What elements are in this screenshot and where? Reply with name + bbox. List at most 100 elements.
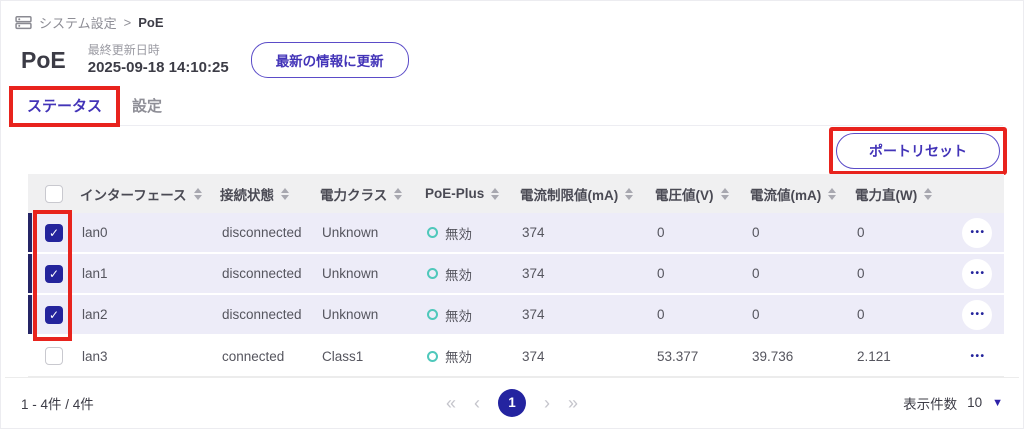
annotation-box-status-tab: ステータス (9, 86, 121, 128)
row-checkbox[interactable]: ✓ (45, 264, 63, 283)
cell-voltage: 0 (657, 225, 665, 241)
cell-poe-plus: 無効 (445, 267, 472, 283)
breadcrumb-item-poe: PoE (138, 15, 164, 30)
column-header-interface[interactable]: インターフェース (80, 187, 187, 203)
status-disabled-icon (427, 268, 438, 280)
cell-poe-plus: 無効 (445, 350, 472, 366)
status-disabled-icon (427, 350, 438, 362)
port-reset-button[interactable]: ポートリセット (836, 133, 1000, 170)
table-row: ✓ lan1 disconnected Unknown 無効 374 0 0 0… (28, 254, 1004, 296)
cell-current: 39.736 (752, 348, 794, 364)
annotation-box-port-reset: ポートリセット (829, 127, 1007, 176)
row-actions-icon[interactable]: ••• (962, 299, 992, 330)
row-checkbox[interactable]: ✓ (45, 223, 63, 242)
cell-current-limit: 374 (522, 266, 545, 282)
cell-power-class: Unknown (322, 266, 379, 282)
cell-connection: connected (222, 348, 285, 364)
last-updated-value: 2025-09-18 14:10:25 (87, 59, 229, 77)
table-header-row: インターフェース 接続状態 電力クラス PoE-Plus 電流制限値(mA) 電… (28, 174, 1004, 214)
row-actions-icon[interactable]: ••• (962, 217, 992, 248)
table-row: lan3 connected Class1 無効 374 53.377 39.7… (28, 336, 1004, 378)
cell-power-class: Class1 (322, 348, 364, 364)
column-header-power-class[interactable]: 電力クラス (320, 187, 388, 203)
status-disabled-icon (427, 227, 438, 239)
cell-interface: lan2 (82, 307, 108, 323)
row-actions-icon[interactable]: ••• (962, 258, 992, 289)
table-footer: 1 - 4件 / 4件 « ‹ 1 › » 表示件数 10 ▼ (5, 377, 1019, 427)
column-header-current-limit[interactable]: 電流制限値(mA) (520, 187, 619, 203)
cell-interface: lan1 (82, 266, 108, 282)
poe-table: インターフェース 接続状態 電力クラス PoE-Plus 電流制限値(mA) 電… (20, 174, 1004, 378)
per-page-label: 表示件数 (903, 396, 958, 412)
row-selected-indicator (28, 295, 32, 335)
system-settings-icon (15, 14, 32, 31)
result-count: 1 - 4件 / 4件 (21, 396, 94, 412)
cell-poe-plus: 無効 (445, 226, 472, 242)
page-title: PoE (21, 46, 66, 73)
breadcrumb-separator: > (123, 15, 132, 30)
row-selected-indicator (28, 213, 32, 253)
pagination-last-icon[interactable]: » (568, 392, 579, 413)
select-all-checkbox[interactable] (45, 184, 63, 203)
pagination: « ‹ 1 › » (445, 388, 579, 417)
per-page-selector[interactable]: 表示件数 10 ▼ (903, 393, 1003, 413)
table-row: ✓ lan0 disconnected Unknown 無効 374 0 0 0… (28, 213, 1004, 255)
cell-current-limit: 374 (522, 348, 545, 364)
cell-voltage: 0 (657, 266, 665, 282)
sort-icon[interactable] (720, 187, 729, 200)
row-checkbox[interactable] (45, 347, 63, 366)
tab-bar: ステータス 設定 (9, 86, 1003, 128)
status-disabled-icon (427, 309, 438, 321)
cell-current: 0 (752, 307, 760, 323)
breadcrumb-item-system-settings[interactable]: システム設定 (39, 16, 117, 31)
cell-current-limit: 374 (522, 225, 545, 241)
cell-power: 0 (857, 307, 865, 323)
pagination-page-1[interactable]: 1 (498, 388, 526, 417)
column-header-connection[interactable]: 接続状態 (220, 187, 274, 203)
sort-icon[interactable] (491, 187, 500, 200)
cell-poe-plus: 無効 (445, 308, 472, 324)
cell-current: 0 (752, 225, 760, 241)
cell-interface: lan0 (82, 225, 108, 241)
cell-voltage: 0 (657, 307, 665, 323)
tab-settings[interactable]: 設定 (132, 98, 163, 116)
row-checkbox[interactable]: ✓ (45, 305, 63, 324)
column-header-power[interactable]: 電力直(W) (855, 187, 918, 203)
per-page-value[interactable]: 10 (967, 395, 983, 411)
table-row: ✓ lan2 disconnected Unknown 無効 374 0 0 0… (28, 295, 1004, 337)
row-actions-icon[interactable]: ••• (962, 341, 992, 372)
sort-icon[interactable] (394, 187, 403, 200)
pagination-next-icon[interactable]: › (544, 392, 550, 413)
refresh-button[interactable]: 最新の情報に更新 (250, 42, 409, 79)
cell-power: 2.121 (857, 348, 891, 364)
sort-icon[interactable] (828, 187, 837, 200)
cell-connection: disconnected (222, 225, 302, 241)
column-header-current[interactable]: 電流値(mA) (750, 187, 822, 203)
sort-icon[interactable] (625, 187, 634, 200)
cell-connection: disconnected (222, 266, 302, 282)
chevron-down-icon[interactable]: ▼ (992, 396, 1003, 409)
cell-connection: disconnected (222, 307, 302, 323)
last-updated-label: 最終更新日時 (87, 43, 160, 57)
sort-icon[interactable] (193, 187, 202, 200)
column-header-voltage[interactable]: 電圧値(V) (655, 187, 714, 203)
cell-power: 0 (857, 266, 865, 282)
sort-icon[interactable] (924, 187, 933, 200)
cell-power-class: Unknown (322, 307, 379, 323)
tab-status[interactable]: ステータス (27, 98, 103, 116)
row-selected-indicator (28, 254, 32, 294)
table-toolbar: ポートリセット (1, 126, 1023, 176)
cell-voltage: 53.377 (657, 348, 699, 364)
cell-power-class: Unknown (322, 225, 379, 241)
last-updated: 最終更新日時 2025-09-18 14:10:25 (88, 42, 229, 78)
breadcrumb: システム設定 > PoE (1, 1, 1023, 32)
sort-icon[interactable] (281, 187, 289, 200)
pagination-prev-icon[interactable]: ‹ (474, 392, 480, 413)
pagination-first-icon[interactable]: « (445, 392, 456, 413)
page-header: PoE 最終更新日時 2025-09-18 14:10:25 最新の情報に更新 (1, 32, 1023, 79)
column-header-poe-plus[interactable]: PoE-Plus (425, 186, 485, 202)
cell-current: 0 (752, 266, 760, 282)
cell-power: 0 (857, 225, 865, 241)
cell-current-limit: 374 (522, 307, 545, 323)
